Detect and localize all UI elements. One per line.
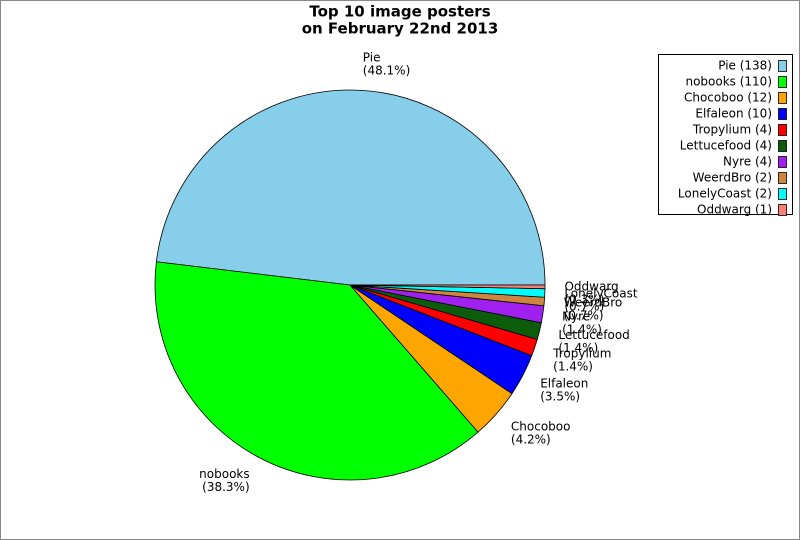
legend-swatch bbox=[778, 140, 787, 152]
legend-label: Lettucefood (4) bbox=[680, 139, 772, 153]
legend-swatch bbox=[778, 172, 787, 184]
slice-value-label: (0.7%) bbox=[564, 309, 604, 323]
legend-label: Chocoboo (12) bbox=[684, 91, 772, 105]
chart-title: on February 22nd 2013 bbox=[302, 20, 499, 38]
legend-box bbox=[658, 54, 793, 215]
slice-label: Nyre bbox=[562, 310, 590, 324]
legend-label: Tropylium (4) bbox=[692, 123, 772, 137]
legend-swatch bbox=[778, 92, 787, 104]
pie-slice bbox=[155, 89, 546, 286]
slice-value-label: (1.4%) bbox=[553, 359, 593, 373]
slice-value-label: (48.1%) bbox=[363, 63, 410, 77]
legend-label: Elfaleon (10) bbox=[695, 107, 772, 121]
slice-value-label: (1.4%) bbox=[562, 323, 602, 337]
slice-label: Lettucefood bbox=[558, 328, 629, 342]
legend-label: Nyre (4) bbox=[723, 155, 772, 169]
legend-swatch bbox=[778, 156, 787, 168]
slice-value-label: (4.2%) bbox=[511, 432, 551, 446]
slice-value-label: (1.4%) bbox=[558, 341, 598, 355]
slice-label: Tropylium bbox=[552, 346, 611, 360]
legend-swatch bbox=[778, 108, 787, 120]
legend-swatch bbox=[778, 188, 787, 200]
pie-slice bbox=[349, 284, 546, 290]
slice-value-label: (3.5%) bbox=[540, 390, 580, 404]
slice-label: WeerdBro bbox=[564, 296, 623, 310]
legend-label: Pie (138) bbox=[718, 59, 772, 73]
legend-swatch bbox=[778, 60, 787, 72]
slice-label: nobooks bbox=[199, 467, 249, 481]
legend-label: Oddwarg (1) bbox=[697, 203, 772, 217]
slice-label: Elfaleon bbox=[540, 377, 588, 391]
slice-label: Chocoboo bbox=[511, 419, 571, 433]
slice-label: LonelyCoast bbox=[564, 286, 638, 300]
legend-label: nobooks (110) bbox=[685, 75, 772, 89]
legend-label: LonelyCoast (2) bbox=[678, 187, 772, 201]
legend-swatch bbox=[778, 76, 787, 88]
pie-slice bbox=[154, 261, 479, 481]
legend-swatch bbox=[778, 204, 787, 216]
slice-value-label: (0.3%) bbox=[564, 293, 604, 307]
slice-label: Oddwarg bbox=[564, 280, 618, 294]
slice-value-label: (0.7%) bbox=[564, 299, 604, 313]
slice-value-label: (38.3%) bbox=[202, 480, 249, 494]
chart-title: Top 10 image posters bbox=[309, 3, 490, 21]
legend-label: WeerdBro (2) bbox=[693, 171, 772, 185]
slice-label: Pie bbox=[363, 50, 381, 64]
legend-swatch bbox=[778, 124, 787, 136]
